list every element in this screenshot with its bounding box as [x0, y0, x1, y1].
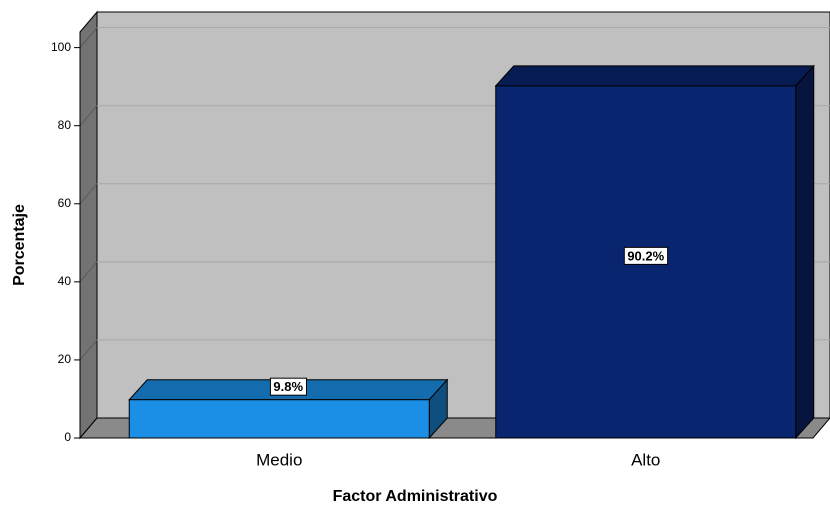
- grid-line: [79, 339, 98, 361]
- y-tick-label: 80: [58, 118, 72, 132]
- bar: [494, 64, 815, 440]
- y-tick-label: 100: [51, 40, 71, 54]
- bar-top: [494, 65, 815, 87]
- value-label: 9.8%: [273, 379, 303, 394]
- grid-line: [79, 261, 98, 283]
- side-wall: [79, 10, 98, 440]
- grid-line: [79, 27, 98, 48]
- grid-line: [79, 183, 98, 205]
- y-tick-label: 0: [64, 430, 71, 444]
- grid-line: [79, 105, 98, 127]
- bar-front: [128, 399, 430, 439]
- value-label-box: [623, 246, 669, 265]
- x-tick-label: Medio: [256, 450, 302, 469]
- bar-side: [795, 64, 815, 440]
- x-tick-label: Alto: [631, 450, 660, 469]
- y-tick-label: 60: [58, 196, 72, 210]
- y-tick-label: 20: [58, 352, 72, 366]
- value-label-box: [269, 377, 308, 396]
- y-tick-label: 40: [58, 274, 72, 288]
- x-axis-title: Factor Administrativo: [333, 488, 498, 505]
- value-label: 90.2%: [627, 248, 664, 263]
- y-axis-title: Porcentaje: [11, 204, 28, 286]
